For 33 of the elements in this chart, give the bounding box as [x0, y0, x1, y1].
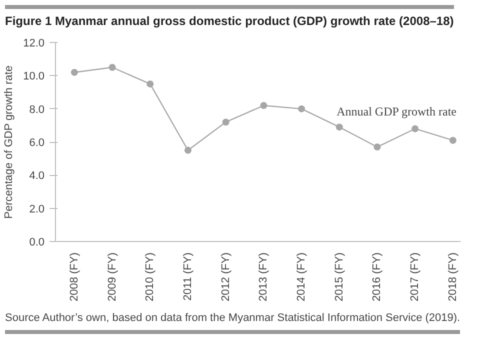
- x-tick-label: 2010 (FY): [144, 252, 156, 302]
- y-tick-label: 0.0: [29, 236, 45, 248]
- x-tick-label: 2012 (FY): [220, 252, 232, 302]
- y-axis-title: Percentage of GDP growth rate: [3, 65, 16, 219]
- x-tick-label: 2009 (FY): [106, 252, 118, 302]
- x-tick-label: 2015 (FY): [333, 252, 346, 302]
- point: [336, 124, 343, 131]
- x-tick-label: 2008 (FY): [68, 252, 80, 302]
- point: [298, 105, 306, 112]
- series-label: Annual GDP growth rate: [336, 104, 456, 118]
- point: [184, 146, 192, 154]
- y-tick-label: 2.0: [29, 203, 45, 216]
- x-tick-label: 2016 (FY): [371, 252, 384, 302]
- point: [412, 125, 419, 132]
- point: [222, 118, 230, 126]
- point: [260, 102, 268, 110]
- point: [449, 136, 456, 144]
- y-tick-label: 6.0: [29, 137, 45, 149]
- y-tick-label: 4.0: [29, 170, 45, 182]
- x-tick-label: 2014 (FY): [296, 252, 308, 302]
- source-note: Source Author’s own, based on data from the Myanmar Statistical Information Service (2019).: [5, 312, 460, 324]
- point: [146, 80, 154, 88]
- y-tick-label: 12.0: [23, 38, 45, 50]
- point: [374, 143, 381, 150]
- point: [108, 64, 116, 71]
- x-tick-label: 2017 (FY): [409, 252, 422, 302]
- y-tick-label: 10.0: [23, 70, 45, 83]
- x-tick-label: 2018 (FY): [446, 252, 459, 302]
- chart-title: Figure 1 Myanmar annual gross domestic product (GDP) growth rate (2008–18): [5, 5, 454, 28]
- y-tick-label: 8.0: [29, 104, 45, 116]
- x-tick-label: 2013 (FY): [258, 252, 270, 302]
- point: [70, 68, 78, 76]
- x-tick-label: 2011 (FY): [182, 252, 194, 301]
